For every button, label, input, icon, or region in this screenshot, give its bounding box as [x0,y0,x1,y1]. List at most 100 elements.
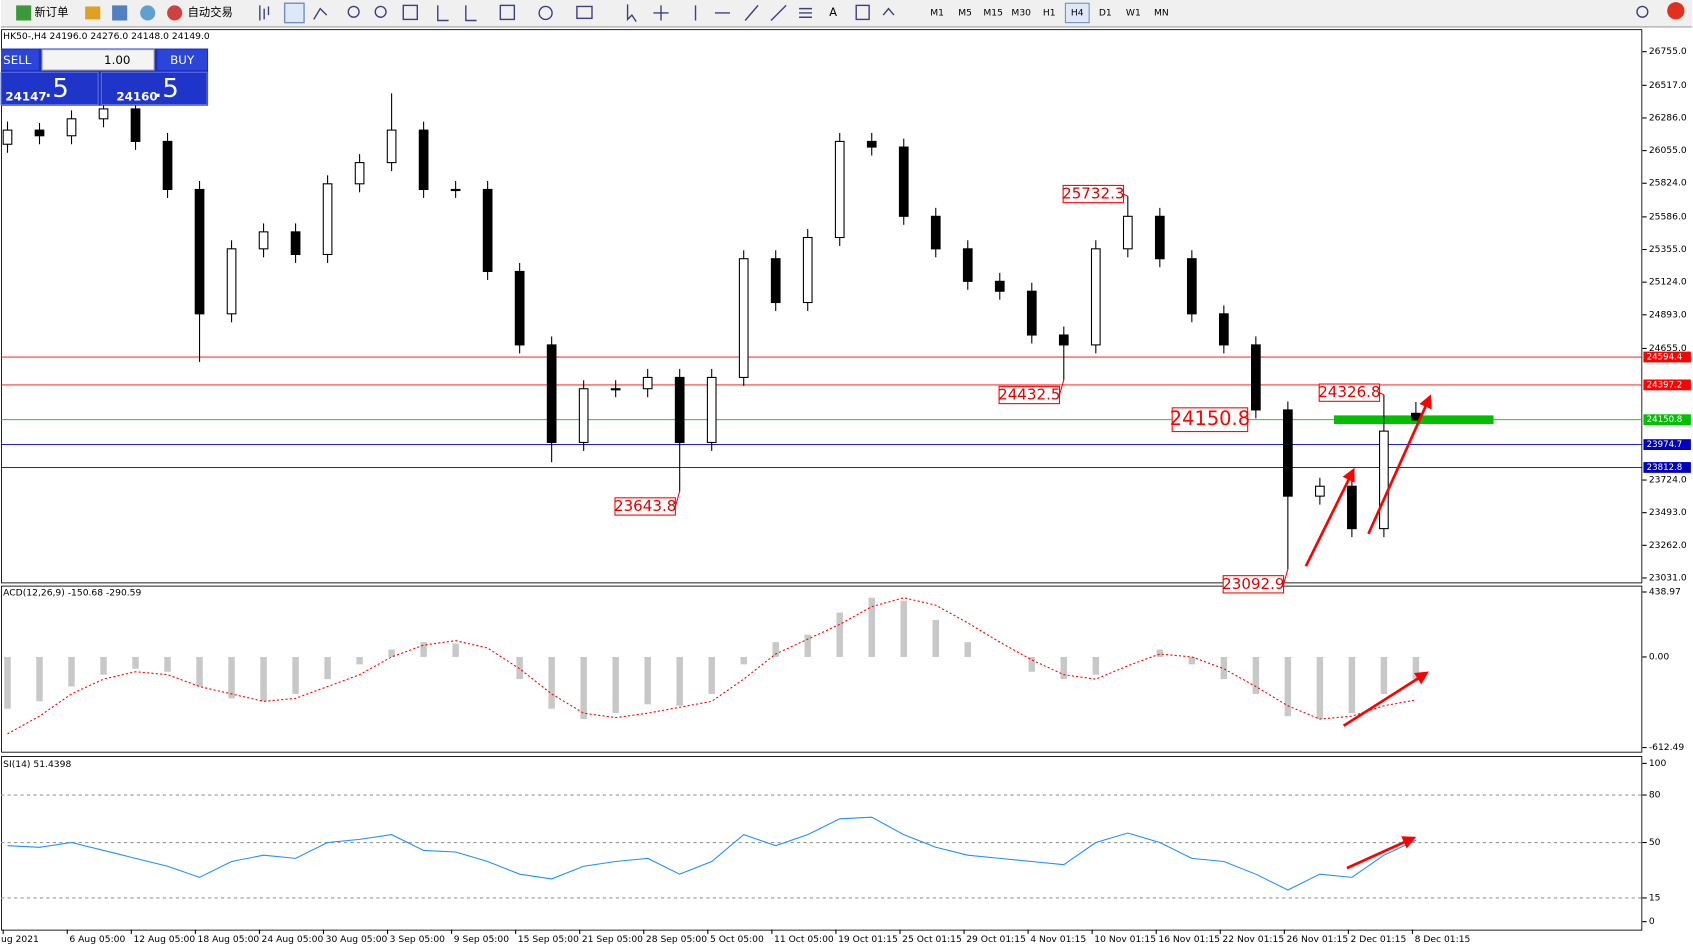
timeframe-button[interactable]: M5 [958,7,972,18]
y-tick-label: -612.49 [1649,742,1685,753]
annotation: 24432.5 [998,385,1060,403]
buy-label[interactable]: BUY [170,53,195,67]
timeframe-button[interactable]: H1 [1043,7,1056,18]
volume-value[interactable]: 1.00 [104,53,130,67]
candle-body [194,188,205,315]
text-tool[interactable]: A [829,5,837,19]
indicators-icon[interactable] [499,4,516,21]
macd-bar [1316,656,1324,720]
auto-trading-button[interactable]: 自动交易 [188,5,233,19]
y-tick-label: 26517.0 [1649,80,1687,91]
annotation-box [998,385,1061,405]
timeframe-button[interactable]: D1 [1099,7,1112,18]
candle-body [418,129,429,191]
sell-label[interactable]: SELL [3,53,32,67]
candle-body [610,388,621,391]
macd-bar [644,656,651,705]
macd-bar [516,656,523,680]
x-tick-label: 16 Nov 01:15 [1158,934,1220,945]
y-tick-label: 0.00 [1649,651,1670,662]
buy-button[interactable] [157,49,208,71]
search-icon[interactable] [1636,5,1649,18]
macd-bar [740,656,747,665]
crosshair-icon[interactable] [653,5,669,21]
y-tick-label: 25355.0 [1649,244,1687,255]
x-tick-label: 24 Aug 05:00 [262,934,324,945]
macd-title: ACD(12,26,9) -150.68 -290.59 [3,588,141,599]
level-tag-label: 24594.4 [1647,353,1683,363]
templates-icon[interactable] [576,5,593,20]
candle-body [1315,485,1325,497]
macd-bar [836,612,843,657]
cursor-icon[interactable] [626,4,637,22]
rsi-panel [1,756,1643,931]
icon[interactable] [112,5,128,21]
timeframe-button[interactable]: M1 [930,7,944,18]
ask-price[interactable]: 24160 [116,90,157,104]
new-order-icon[interactable] [16,5,32,21]
macd-bar [612,656,619,714]
y-tick-label: 23262.0 [1649,540,1687,551]
candle-body [98,108,109,120]
candle-chart-icon[interactable] [283,2,305,24]
label-icon[interactable] [855,4,870,21]
zoom-out-icon[interactable] [374,5,387,18]
candle-body [642,376,653,390]
x-tick-label: 9 Sep 05:00 [454,934,509,945]
x-tick-label: 3 Sep 05:00 [390,934,445,945]
icon[interactable] [85,6,101,20]
annotation-leader [1379,392,1385,396]
tile-icon[interactable] [402,4,418,21]
shift-icon[interactable] [465,5,477,22]
drawing-tools[interactable] [694,4,812,21]
candle-body [130,108,141,142]
ask-fraction[interactable]: .5 [154,74,179,104]
level-callout-box [1171,407,1249,433]
macd-bar [676,656,683,706]
candle-body [1251,344,1261,411]
line-chart-icon[interactable] [313,7,328,20]
macd-bar [1156,649,1164,657]
bar-chart-icon[interactable] [259,5,270,21]
auto-trading-icon[interactable] [167,5,183,21]
arrow [1304,467,1355,567]
macd-bar [452,643,459,657]
zoom-in-icon[interactable] [347,5,360,18]
sell-button[interactable] [1,49,39,71]
bid-box[interactable] [0,71,99,106]
y-tick-label: 0 [1649,916,1655,927]
macd-bar [4,656,11,709]
candle-body [226,248,237,315]
icon[interactable] [140,5,156,21]
scroll-icon[interactable] [437,5,449,22]
candle-body [674,376,685,443]
candle-body [1218,313,1229,346]
timeframe-button[interactable]: H4 [1071,7,1084,18]
ask-box[interactable] [100,71,208,106]
bid-fraction[interactable]: .5 [44,74,69,104]
timeframe-button[interactable]: M30 [1011,7,1031,18]
periods-icon[interactable] [538,5,553,21]
timeframe-button[interactable]: M15 [983,7,1003,18]
macd-bar [772,642,779,657]
candle-body [834,140,845,239]
arrows-icon[interactable] [882,7,895,16]
timeframe-button[interactable]: W1 [1126,7,1141,18]
timeframe-button[interactable]: MN [1154,7,1169,18]
x-tick-label: 30 Aug 05:00 [326,934,388,945]
macd-bar [1348,656,1356,714]
y-tick-label: 25586.0 [1649,211,1687,222]
y-tick-label: 26755.0 [1649,46,1687,57]
notifications[interactable] [1667,2,1685,20]
annotation-leader [1123,193,1129,197]
new-order-button[interactable]: 新订单 [34,5,68,19]
macd-bar [1252,656,1260,694]
bid-price[interactable]: 24147 [5,90,46,104]
candle-body [290,231,301,256]
tool-icons[interactable] [259,2,1649,24]
y-tick-label: 25124.0 [1649,277,1687,288]
volume-field[interactable] [41,49,155,71]
candle-body [354,162,365,185]
candle-body [1026,290,1037,336]
